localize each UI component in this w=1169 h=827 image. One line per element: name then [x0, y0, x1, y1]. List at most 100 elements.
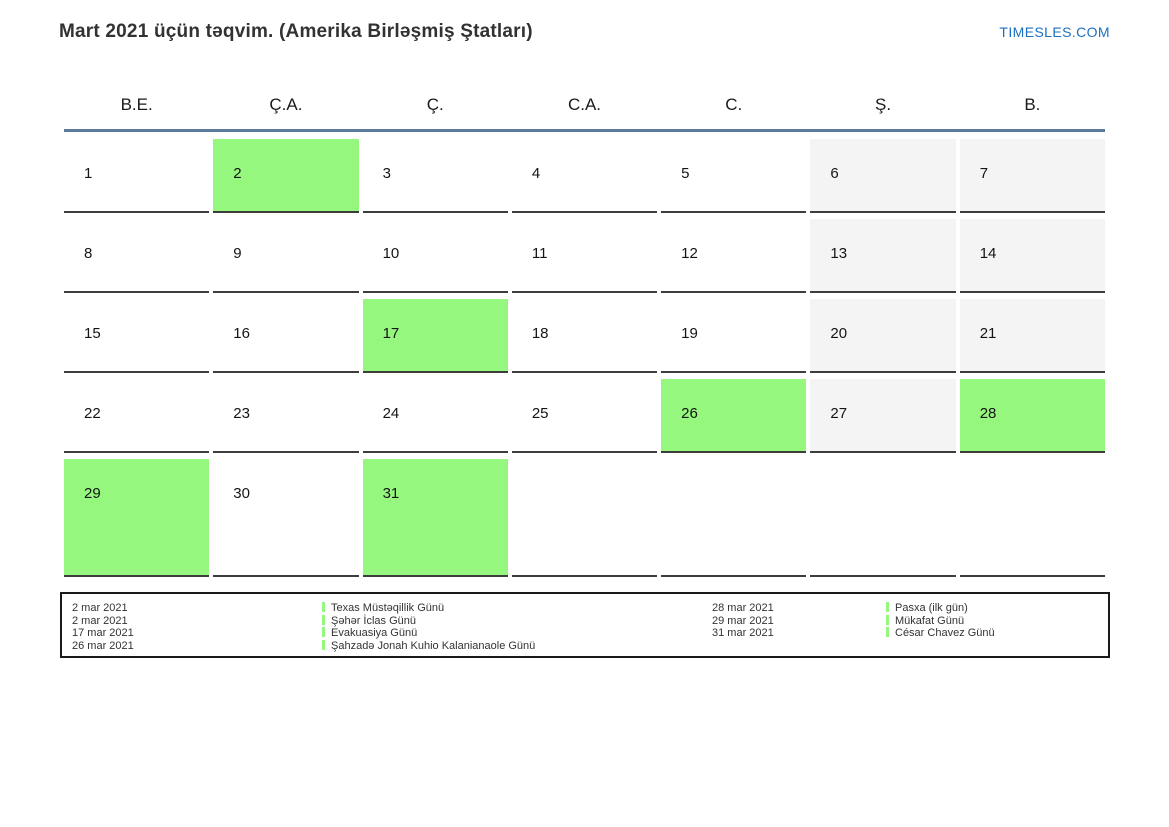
day-number: 4 [531, 165, 541, 182]
day-cell-7: 7 [959, 139, 1105, 213]
day-number: 5 [681, 165, 690, 182]
day-cell-18: 18 [511, 299, 658, 373]
holiday-marker-icon [322, 639, 325, 650]
legend-date: 2 mar 2021 [72, 602, 128, 614]
day-number: 9 [233, 245, 242, 262]
day-number: 20 [830, 325, 848, 342]
day-cell-13: 13 [810, 219, 956, 293]
day-cell-4: 4 [511, 139, 658, 213]
day-cell-11: 11 [511, 219, 658, 293]
day-cell-8: 8 [64, 219, 210, 293]
weekday-header-7: B. [1024, 95, 1041, 114]
day-cell-9: 9 [213, 219, 359, 293]
weekday-header-row: B.E. Ç.A. Ç. C.A. C. Ş. B. [64, 80, 1105, 129]
legend-holiday-name: Mükafat Günü [886, 614, 1108, 628]
weekday-header-1: B.E. [120, 95, 153, 114]
day-number: 28 [979, 405, 997, 422]
day-number: 7 [979, 165, 989, 182]
legend-holiday-name: Pasxa (ilk gün) [886, 602, 1108, 615]
legend-date: 29 mar 2021 [712, 614, 774, 627]
day-cell-26: 26 [661, 379, 807, 453]
legend-date: 17 mar 2021 [72, 627, 134, 639]
day-cell-10: 10 [362, 219, 508, 293]
day-cell-31: 31 [362, 459, 508, 577]
legend-left-column: 2 mar 2021 Texas Müstəqillik Günü 2 mar 20… [72, 602, 712, 656]
day-cell-12: 12 [661, 219, 807, 293]
day-cell-28: 28 [959, 379, 1105, 453]
calendar-grid: 1 2 3 4 5 6 7 8 9 10 11 12 13 14 15 16 17 18 19 20 21 22 23 24 2… [64, 139, 1105, 577]
legend-date: 26 mar 2021 [72, 639, 134, 652]
day-cell-5: 5 [661, 139, 807, 213]
legend-date: 28 mar 2021 [712, 602, 774, 614]
day-cell-19: 19 [661, 299, 807, 373]
day-cell-21: 21 [959, 299, 1105, 373]
day-cell-6: 6 [810, 139, 956, 213]
day-cell-29: 29 [64, 459, 210, 577]
holiday-marker-icon [886, 627, 889, 637]
day-number: 3 [382, 165, 391, 182]
day-number: 15 [84, 325, 101, 342]
day-cell-2: 2 [213, 139, 359, 213]
day-cell-3: 3 [362, 139, 508, 213]
day-number: 19 [681, 325, 698, 342]
day-cell-14: 14 [959, 219, 1105, 293]
legend-holiday-name: César Chavez Günü [886, 627, 1108, 640]
empty-cell [810, 459, 956, 577]
legend-date: 31 mar 2021 [712, 627, 774, 639]
holiday-legend: 2 mar 2021 Texas Müstəqillik Günü 2 mar 20… [60, 592, 1110, 658]
weekday-header-3: Ç. [426, 95, 444, 114]
empty-cell [661, 459, 807, 577]
day-cell-25: 25 [511, 379, 658, 453]
day-number: 21 [979, 325, 997, 342]
day-cell-27: 27 [810, 379, 956, 453]
legend-right-column: 28 mar 2021 Pasxa (ilk gün) 29 mar 2021 Mük… [712, 602, 1108, 656]
day-number: 14 [979, 245, 997, 262]
legend-holiday-name: Şahzadə Jonah Kuhio Kalanianaole Günü [322, 639, 712, 653]
weekday-header-5: C. [725, 95, 743, 114]
legend-holiday-name: Şəhər İclas Günü [322, 614, 712, 628]
legend-holiday-name: Texas Müstəqillik Günü [322, 602, 712, 615]
day-number: 6 [830, 165, 839, 182]
day-number: 16 [233, 325, 250, 342]
day-cell-20: 20 [810, 299, 956, 373]
holiday-marker-icon [886, 602, 889, 612]
day-number: 31 [382, 485, 400, 502]
day-cell-15: 15 [64, 299, 210, 373]
day-number: 30 [233, 485, 250, 502]
empty-cell [959, 459, 1105, 577]
day-number: 10 [382, 245, 400, 262]
day-cell-22: 22 [64, 379, 210, 453]
day-number: 1 [84, 165, 93, 182]
holiday-marker-icon [322, 614, 325, 625]
day-cell-16: 16 [213, 299, 359, 373]
day-number: 13 [830, 245, 848, 262]
legend-holiday-name: Evakuasiya Günü [322, 627, 712, 640]
day-number: 26 [681, 405, 698, 422]
weekday-header-6: Ş. [875, 95, 892, 114]
day-cell-17: 17 [362, 299, 508, 373]
day-number: 25 [531, 405, 549, 422]
day-number: 24 [382, 405, 400, 422]
day-number: 12 [681, 245, 698, 262]
day-number: 8 [84, 245, 93, 262]
day-number: 2 [233, 165, 242, 182]
day-number: 27 [830, 405, 848, 422]
holiday-marker-icon [322, 602, 325, 612]
day-cell-24: 24 [362, 379, 508, 453]
page-title: Mart 2021 üçün təqvim. (Amerika Birləşmi… [59, 21, 533, 42]
calendar: B.E. Ç.A. Ç. C.A. C. Ş. B. 1 2 3 4 5 6 7 8 9 10 11 12 13 14… [64, 80, 1105, 577]
weekday-header-2: Ç.A. [269, 95, 303, 114]
weekday-header-4: C.A. [567, 95, 602, 114]
day-number: 11 [531, 245, 548, 262]
day-number: 22 [84, 405, 101, 422]
holiday-marker-icon [886, 614, 889, 625]
day-number: 29 [84, 485, 101, 502]
day-cell-23: 23 [213, 379, 359, 453]
day-cell-30: 30 [213, 459, 359, 577]
day-number: 17 [382, 325, 400, 342]
timesles-site-link[interactable]: TIMESLES.COM [999, 24, 1110, 40]
holiday-marker-icon [322, 627, 325, 637]
header-divider-line [64, 129, 1105, 132]
day-cell-1: 1 [64, 139, 210, 213]
